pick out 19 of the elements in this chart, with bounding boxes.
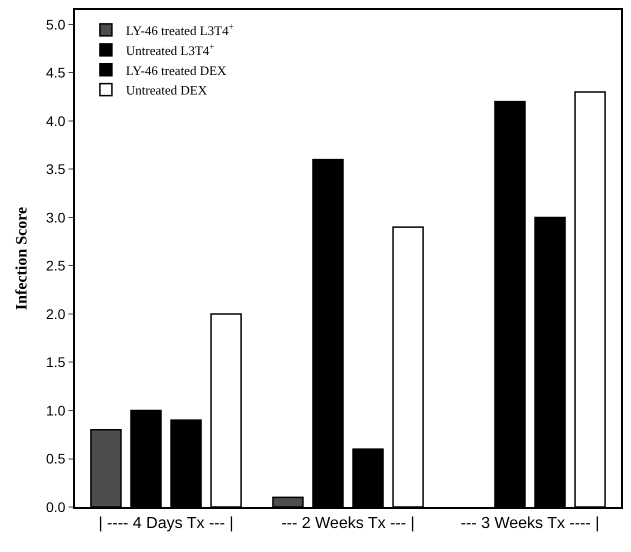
- x-tick-label: --- 3 Weeks Tx ---- |: [460, 514, 600, 532]
- y-tick-label: 4.0: [46, 112, 66, 129]
- y-axis-title: Infection Score: [13, 206, 30, 310]
- y-tick-label: 0.5: [46, 450, 66, 467]
- y-tick-label: 4.5: [46, 64, 66, 81]
- y-tick-label: 1.5: [46, 354, 66, 370]
- y-tick-label: 0.0: [46, 498, 66, 515]
- y-tick-label: 2.5: [46, 258, 66, 274]
- x-tick-label: | ---- 4 Days Tx --- |: [98, 514, 234, 532]
- y-tick-label: 2.0: [46, 306, 66, 322]
- legend-label: LY-46 treated DEX: [126, 62, 228, 78]
- legend-label: Untreated L3T4$^{+}$: [126, 41, 214, 58]
- legend-label: Untreated DEX: [126, 82, 208, 98]
- legend-label: LY-46 treated L3T4$^{+}$: [126, 22, 234, 38]
- y-tick-label: 3.0: [46, 209, 66, 226]
- y-tick-label: 1.0: [46, 402, 66, 418]
- y-tick-label: 5.0: [46, 16, 66, 32]
- y-tick-label: 3.5: [46, 161, 66, 178]
- x-tick-label: --- 2 Weeks Tx --- |: [281, 514, 415, 532]
